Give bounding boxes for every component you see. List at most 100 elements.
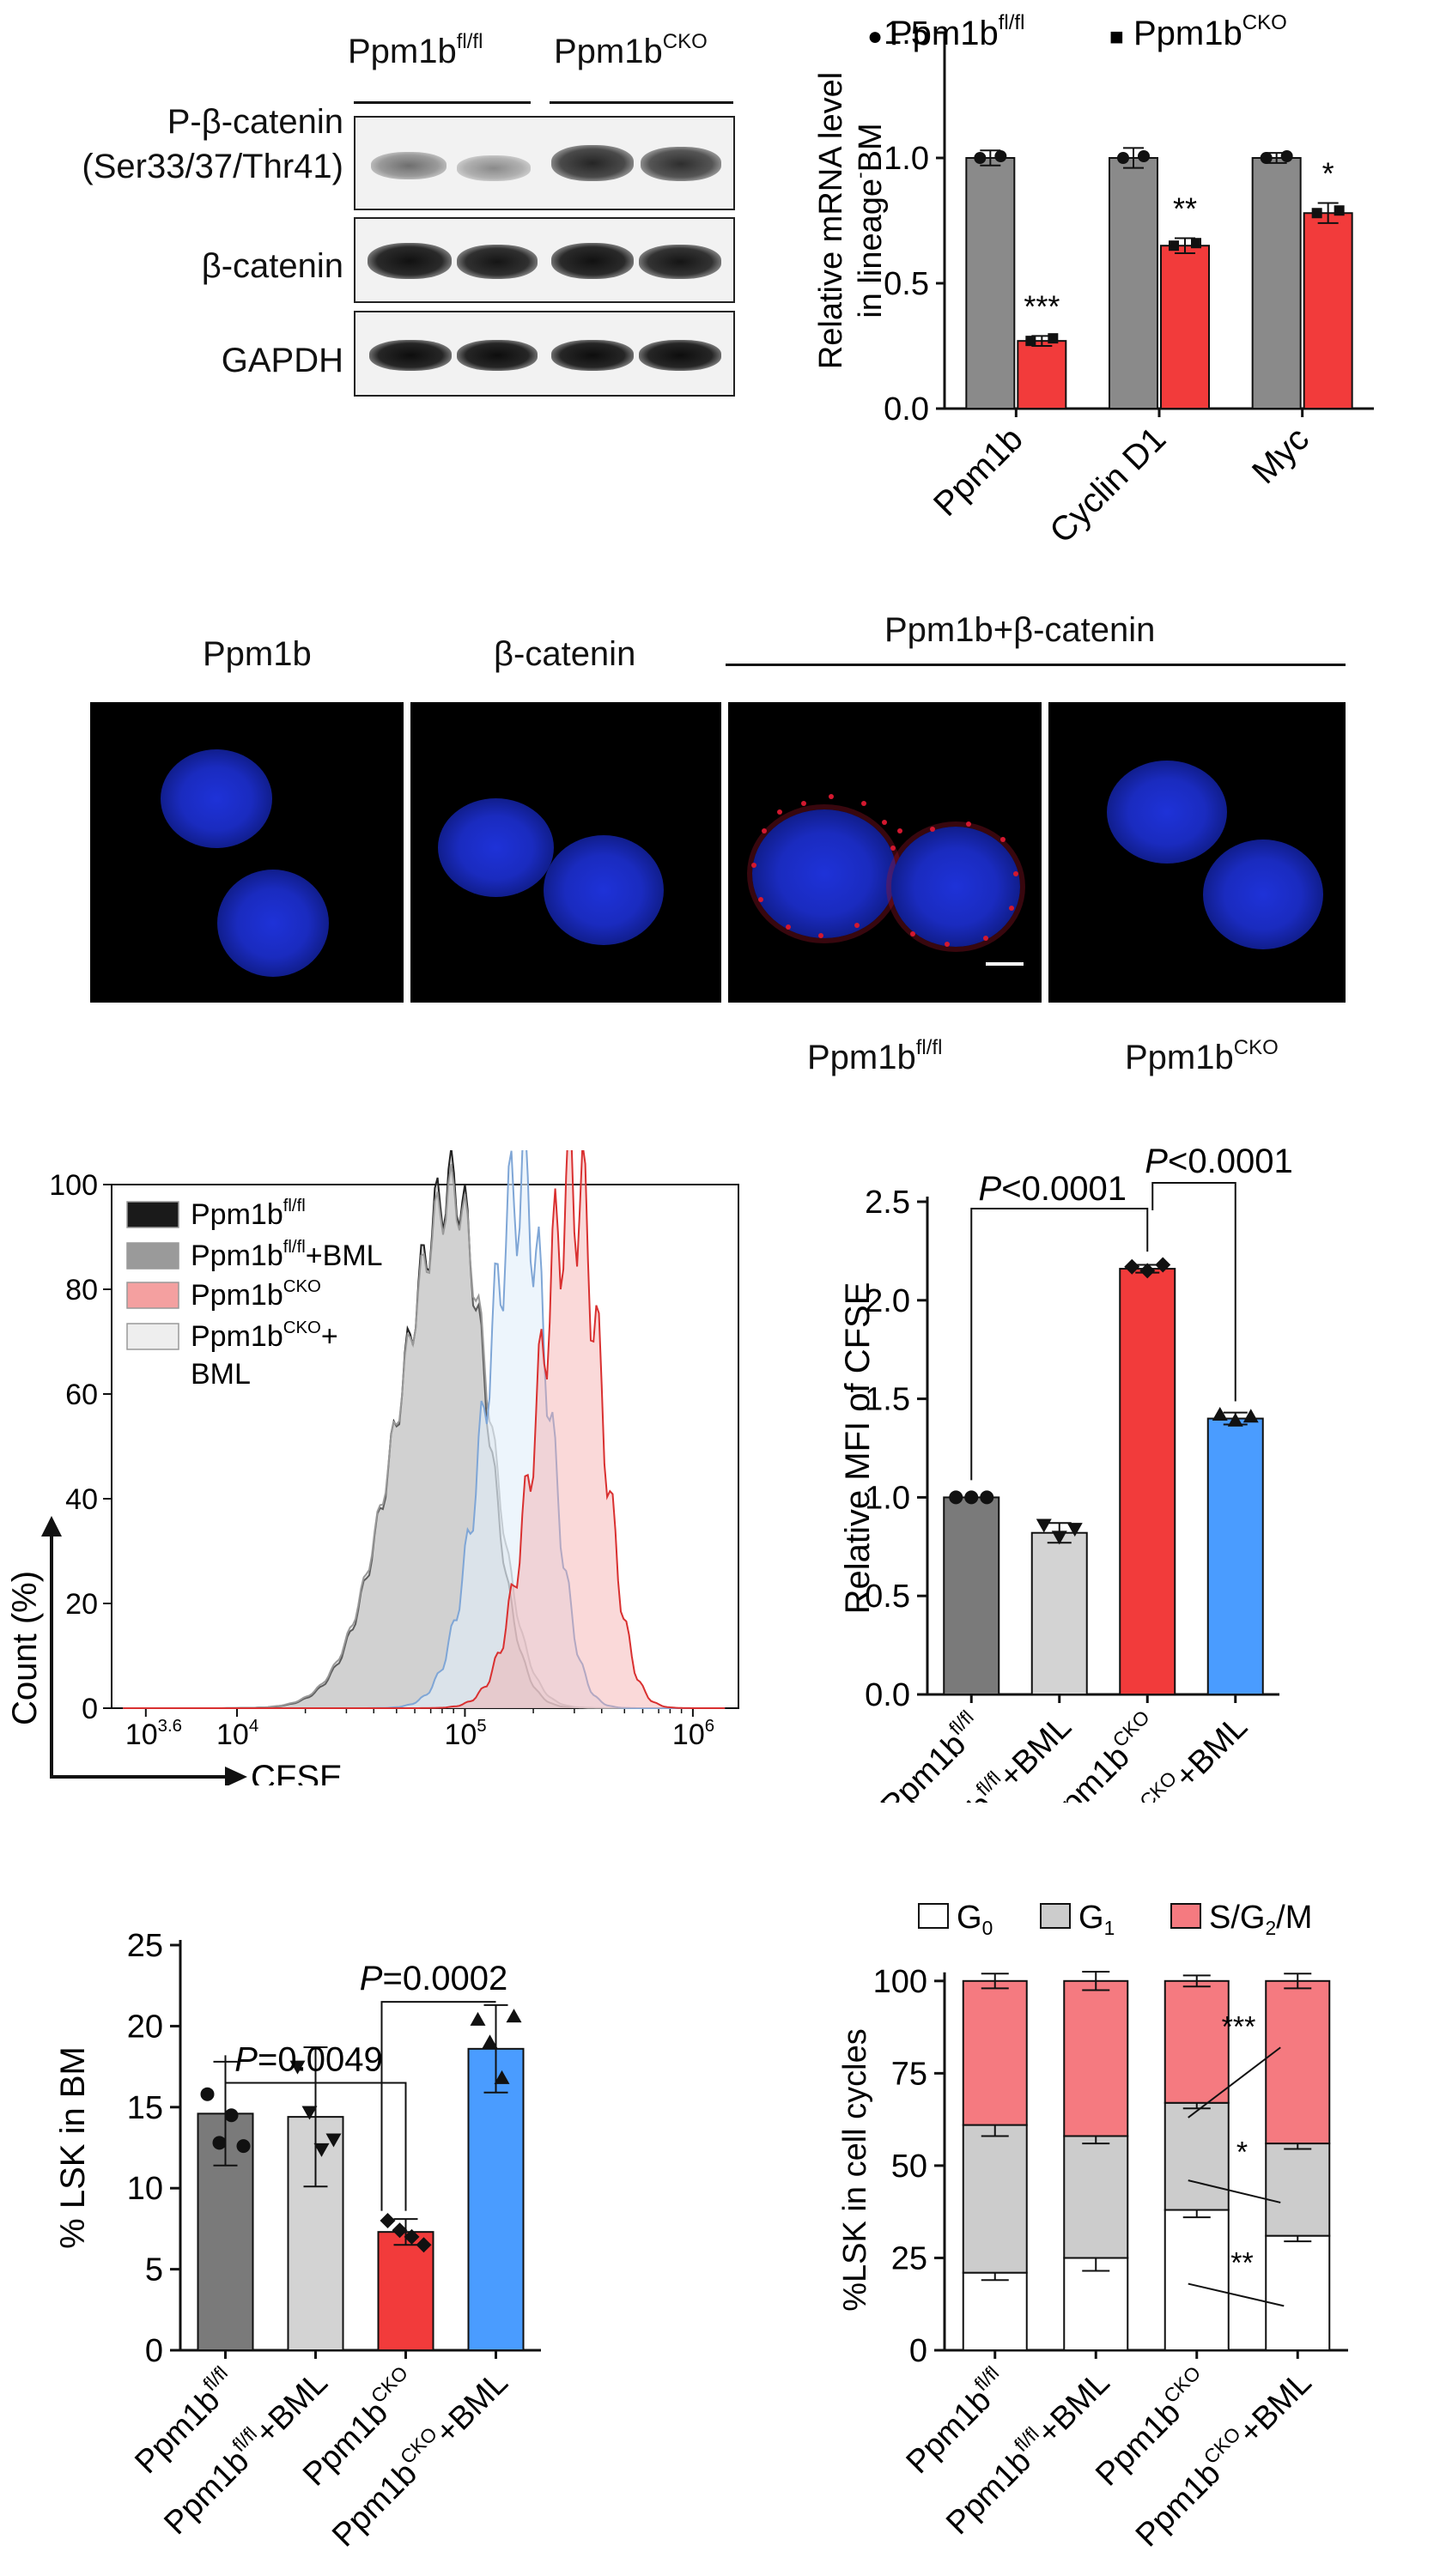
data-point	[1311, 208, 1322, 219]
if-image-merge-cko	[1048, 702, 1346, 1003]
x-tick-label: Ppm1b	[927, 420, 1030, 524]
text-part: 0	[982, 1917, 993, 1939]
text-part: +BML	[1232, 2365, 1319, 2452]
text-part: ■	[1109, 23, 1124, 50]
y-tick-label: 25	[127, 1928, 163, 1964]
y-label-line2: in lineage-BM	[848, 123, 889, 318]
text-part: Ppm1b	[191, 1240, 283, 1272]
data-point	[482, 2034, 498, 2049]
if-bottom-label-cko: Ppm1bCKO	[1125, 1036, 1279, 1076]
data-point	[1280, 150, 1293, 162]
wb-row3-label: GAPDH	[221, 342, 343, 379]
legend-swatch	[126, 1242, 179, 1270]
x-tick-label: Ppm1bCKO+BML	[1126, 2361, 1318, 2554]
legend-marker-cko: ■	[1109, 23, 1124, 50]
x-tick-label: 106	[672, 1717, 714, 1751]
wb-row1-label-line1: P-β-catenin	[167, 103, 343, 141]
data-point	[994, 150, 1007, 162]
y-tick-label: 50	[891, 2149, 927, 2185]
red-punctum	[829, 794, 834, 799]
nucleus	[438, 798, 554, 897]
y-tick-label: 0.0	[865, 1677, 910, 1713]
x-arrowhead	[225, 1767, 247, 1785]
wb-band	[641, 147, 721, 181]
legend-label: Ppm1bCKO	[191, 1277, 321, 1312]
red-punctum	[786, 924, 791, 930]
data-point	[380, 2212, 396, 2228]
wb-band	[457, 245, 538, 279]
bar-cko	[1160, 245, 1210, 410]
data-point	[236, 2139, 251, 2154]
wb-group-right-line	[550, 101, 733, 104]
significance-bracket	[224, 2055, 407, 2211]
red-punctum	[818, 933, 823, 938]
data-point	[200, 2087, 215, 2101]
bar-cko	[1017, 340, 1067, 409]
text-part: CKO	[283, 1277, 321, 1296]
y-tick-label: 20	[65, 1588, 98, 1621]
x-tick-label: Ppm1bfl/fl+BML	[937, 2361, 1117, 2542]
wb-group-right: Ppm1bCKO	[554, 30, 708, 70]
significance-line	[1188, 2046, 1281, 2118]
text-part: 3.6	[158, 1717, 182, 1736]
immunofluorescence-panel: Ppm1b β-catenin Ppm1b+β-catenin Ppm1bfl/…	[0, 592, 1446, 1099]
legend-flfl: Ppm1bfl/fl	[890, 11, 1024, 52]
text-part: +BML	[992, 1709, 1078, 1796]
data-point	[949, 1490, 963, 1505]
y-label: Count (%)	[6, 1571, 44, 1725]
legend-swatch	[126, 1201, 179, 1228]
y-tick-label: 5	[145, 2252, 163, 2288]
text-part: Ppm1b	[1089, 2395, 1188, 2494]
red-punctum	[801, 801, 806, 806]
text-part: Ppm1b	[900, 2382, 999, 2481]
data-point	[1117, 152, 1129, 164]
if-bottom-label-flfl: Ppm1bfl/fl	[807, 1036, 943, 1076]
text-part: 10	[444, 1718, 477, 1751]
wb-group-left: Ppm1bfl/fl	[348, 30, 483, 70]
y-tick-label: 100	[873, 1964, 927, 2000]
if-label-combined: Ppm1b+β-catenin	[884, 611, 1156, 649]
legend-label: G1	[1078, 1900, 1115, 1939]
y-tick-label: 2.5	[865, 1185, 910, 1221]
y-tick-label: 0	[909, 2333, 927, 2369]
nucleus	[891, 827, 1020, 947]
y-tick-label: 80	[65, 1274, 98, 1306]
text-part: P	[1145, 1143, 1168, 1180]
wb-band	[457, 155, 531, 181]
p-value: P=0.0049	[234, 2040, 382, 2078]
wb-band	[368, 243, 452, 279]
red-puncta	[751, 794, 1018, 947]
if-image-merge-flfl	[728, 702, 1042, 1003]
text-part: P	[234, 2040, 258, 2078]
text-part: 5	[477, 1717, 486, 1736]
text-part: +	[321, 1320, 338, 1353]
text-part: 2	[1265, 1917, 1276, 1939]
nucleus	[217, 870, 329, 977]
y-tick-label: 100	[49, 1169, 98, 1202]
p-value: P<0.0001	[979, 1170, 1127, 1208]
bar-segment-G1	[962, 2124, 1028, 2274]
wb-band	[639, 245, 721, 279]
y-tick-label: 10	[127, 2171, 163, 2207]
y-label: Relative MFI of CFSE	[839, 1282, 877, 1615]
p-value: P=0.0002	[360, 1960, 507, 1997]
text-part: +BML	[1030, 2365, 1117, 2452]
red-punctum	[854, 923, 860, 928]
data-point	[1155, 1257, 1171, 1273]
wb-band	[369, 340, 452, 371]
text-part: CKO	[1242, 11, 1287, 34]
text-part: fl/fl	[283, 1197, 306, 1215]
text-part: +BML	[428, 2365, 515, 2452]
y-label: Relative mRNA level in lineage-BM	[813, 72, 889, 369]
scale-bar	[986, 962, 1024, 966]
data-point	[1242, 1409, 1259, 1423]
bar	[1119, 1268, 1176, 1695]
red-punctum	[758, 897, 763, 902]
data-point	[301, 2106, 318, 2120]
legend-label: S/G2/M	[1209, 1900, 1312, 1939]
data-point	[1025, 336, 1036, 347]
legend-label: G0	[957, 1900, 993, 1939]
